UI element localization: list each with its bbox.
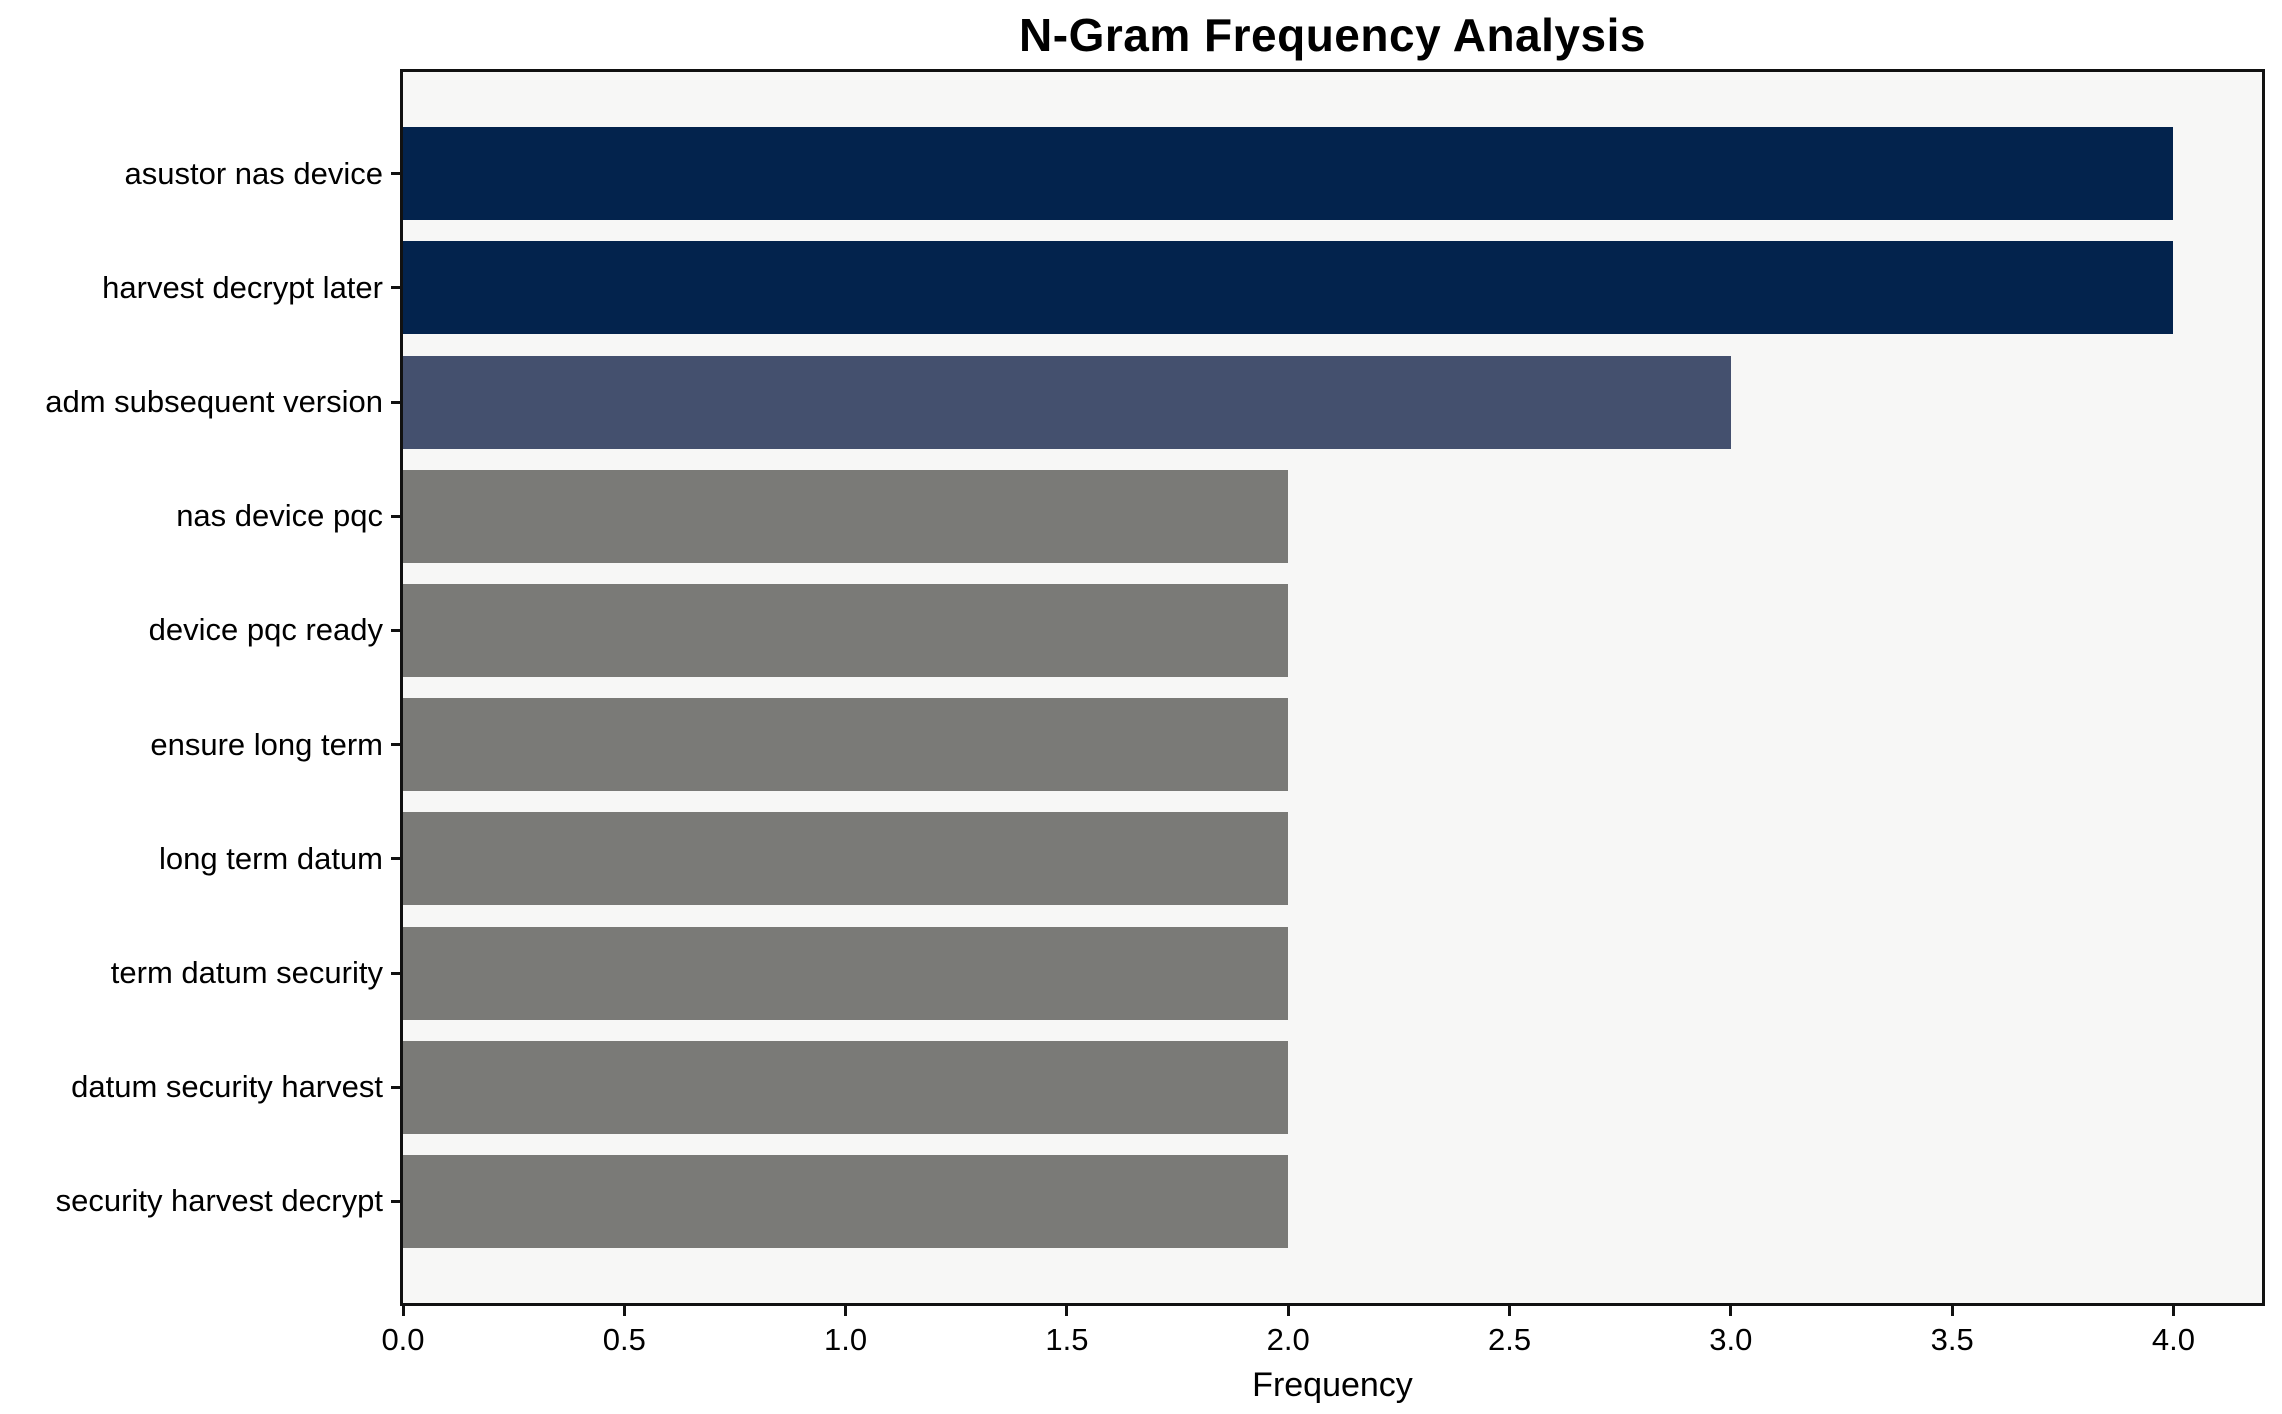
- x-tick-mark: [622, 1303, 626, 1316]
- bar-long-term-datum: [403, 812, 1289, 906]
- x-tick-mark: [1729, 1303, 1733, 1316]
- plot-area: [403, 72, 2262, 1303]
- y-axis-category-label: security harvest decrypt: [55, 1183, 383, 1219]
- y-tick-mark: [391, 1199, 403, 1203]
- y-tick-mark: [391, 628, 403, 632]
- bar-ensure-long-term: [403, 698, 1289, 792]
- x-tick-label: 2.5: [1487, 1322, 1532, 1357]
- x-tick-mark: [844, 1303, 848, 1316]
- x-tick-mark: [401, 1303, 405, 1316]
- x-tick-label: 3.5: [1930, 1322, 1974, 1357]
- x-tick-mark: [1508, 1303, 1512, 1316]
- y-axis-category-label: ensure long term: [150, 726, 383, 762]
- y-axis-category-label: datum security harvest: [71, 1069, 383, 1105]
- x-tick-mark: [1950, 1303, 1954, 1316]
- bar-adm-subsequent-version: [403, 355, 1731, 449]
- y-tick-mark: [391, 286, 403, 290]
- y-axis-category-label: device pqc ready: [148, 612, 383, 648]
- y-tick-mark: [391, 514, 403, 518]
- bar-device-pqc-ready: [403, 583, 1289, 677]
- x-tick-mark: [2171, 1303, 2175, 1316]
- y-tick-mark: [391, 743, 403, 747]
- bar-asustor-nas-device: [403, 127, 2174, 221]
- bar-harvest-decrypt-later: [403, 241, 2174, 335]
- y-tick-mark: [391, 400, 403, 404]
- y-tick-mark: [391, 1085, 403, 1089]
- bar-term-datum-security: [403, 926, 1289, 1020]
- x-tick-label: 4.0: [2151, 1322, 2196, 1357]
- bar-nas-device-pqc: [403, 469, 1289, 563]
- x-tick-mark: [1286, 1303, 1290, 1316]
- y-axis-category-label: harvest decrypt later: [102, 269, 383, 305]
- x-tick-label: 0.5: [602, 1322, 646, 1357]
- y-tick-mark: [391, 172, 403, 176]
- chart-title: N-Gram Frequency Analysis: [1019, 9, 1646, 61]
- bar-security-harvest-decrypt: [403, 1154, 1289, 1248]
- bar-datum-security-harvest: [403, 1040, 1289, 1134]
- y-tick-mark: [391, 971, 403, 975]
- x-tick-label: 1.0: [824, 1322, 868, 1357]
- y-axis-category-label: term datum security: [110, 955, 383, 990]
- x-tick-label: 1.5: [1045, 1322, 1089, 1357]
- y-axis-category-label: asustor nas device: [124, 155, 383, 191]
- y-axis-category-label: adm subsequent version: [45, 384, 383, 419]
- y-axis-category-label: long term datum: [159, 840, 383, 876]
- y-axis-category-label: nas device pqc: [176, 498, 383, 534]
- x-tick-label: 3.0: [1709, 1322, 1753, 1357]
- x-tick-label: 2.0: [1266, 1322, 1310, 1357]
- y-tick-mark: [391, 857, 403, 861]
- x-tick-label: 0.0: [381, 1322, 425, 1357]
- x-axis-label: Frequency: [1252, 1366, 1413, 1404]
- x-tick-mark: [1065, 1303, 1069, 1316]
